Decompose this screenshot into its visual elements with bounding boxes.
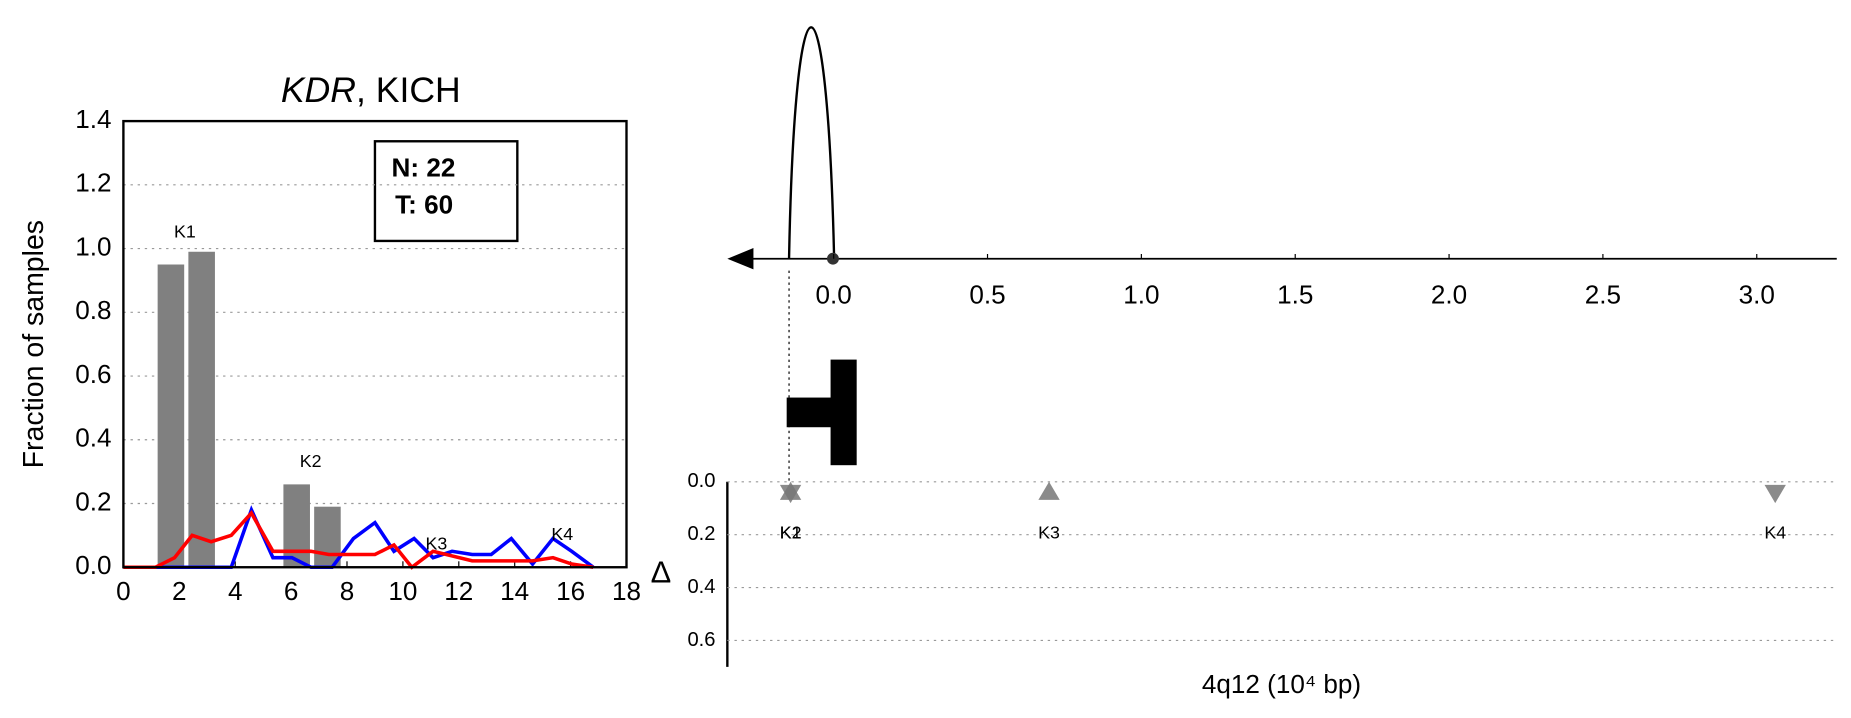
- y-tick-label: 0.8: [75, 295, 111, 325]
- strand-arrow: [727, 248, 754, 270]
- box-text: T: 60: [395, 189, 453, 219]
- x-tick-label: 18: [612, 576, 641, 606]
- bar: [188, 251, 215, 568]
- y-tick-label: 0.2: [687, 523, 715, 545]
- x-tick-label: 14: [500, 576, 529, 606]
- x-tick-label: 0.0: [816, 280, 852, 310]
- x-tick-label: 12: [444, 576, 473, 606]
- y-tick-label: 0.6: [75, 359, 111, 389]
- y-tick-label: 1.4: [75, 104, 111, 134]
- title-gene: KDR: [281, 70, 356, 110]
- title-rest: , KICH: [356, 70, 461, 110]
- y-tick-label: 1.0: [75, 231, 111, 261]
- gene-exon: [830, 359, 857, 466]
- bar: [283, 484, 310, 568]
- y-tick-label: 0.4: [75, 423, 111, 453]
- x-axis-label: 4q12 (10⁴ bp): [1202, 669, 1361, 699]
- y-tick-label: 0.2: [75, 486, 111, 516]
- bar: [157, 264, 185, 568]
- y-tick-label: 1.2: [75, 168, 111, 198]
- delta-label: Δ: [651, 555, 672, 590]
- annotation: K1: [174, 221, 196, 241]
- x-tick-label: 8: [340, 576, 355, 606]
- line-series: [123, 510, 594, 570]
- y-tick-label: 0.6: [687, 629, 715, 651]
- plot-frame: [122, 119, 628, 569]
- bar: [314, 506, 341, 568]
- x-tick-label: 16: [556, 576, 585, 606]
- x-tick-label: 6: [284, 576, 299, 606]
- x-tick-label: 2.5: [1585, 280, 1621, 310]
- annotation: K4: [551, 524, 573, 544]
- peak-curve: [787, 26, 836, 259]
- point-label: K3: [1038, 523, 1060, 543]
- box-text: N: 22: [392, 153, 456, 183]
- point-marker: [1764, 484, 1786, 504]
- y-tick-label: 0.4: [687, 576, 715, 598]
- x-tick-label: 3.0: [1739, 280, 1775, 310]
- point-marker: [1038, 481, 1060, 500]
- point-label: K1: [780, 523, 802, 543]
- info-box: [373, 140, 519, 243]
- y-tick-label: 0.0: [75, 550, 111, 580]
- x-tick-label: 2.0: [1431, 280, 1467, 310]
- origin-dot: [827, 252, 839, 265]
- y-axis-label: Fraction of samples: [18, 220, 50, 468]
- x-tick-label: 4: [228, 576, 243, 606]
- x-tick-label: 10: [388, 576, 417, 606]
- x-tick-label: 0.5: [969, 280, 1005, 310]
- x-tick-label: 1.0: [1123, 280, 1159, 310]
- gene-body: [786, 397, 835, 428]
- x-tick-label: 1.5: [1277, 280, 1313, 310]
- annotation: K3: [426, 534, 448, 554]
- x-tick-label: 2: [172, 576, 187, 606]
- y-tick-label: 0.0: [687, 470, 715, 492]
- annotation: K2: [300, 451, 322, 471]
- x-tick-label: 0: [116, 576, 131, 606]
- point-marker: [779, 481, 802, 500]
- point-label: K2: [780, 523, 802, 543]
- point-label: K4: [1764, 523, 1786, 543]
